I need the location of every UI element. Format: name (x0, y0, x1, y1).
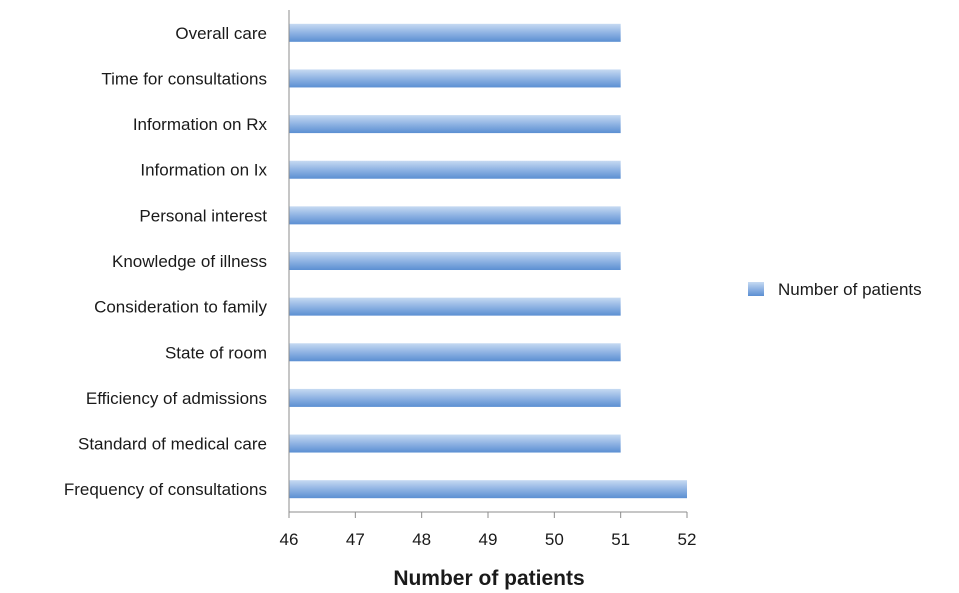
x-tick-label-3: 49 (479, 530, 498, 549)
category-label-9: Standard of medical care (78, 435, 267, 454)
bar-1 (289, 69, 621, 88)
category-label-0: Overall care (175, 24, 267, 43)
category-label-4: Personal interest (139, 206, 267, 225)
bars-group (289, 23, 687, 499)
bar-3 (289, 160, 621, 179)
x-tick-label-0: 46 (280, 530, 299, 549)
category-label-3: Information on Ix (140, 161, 267, 180)
category-label-5: Knowledge of illness (112, 252, 267, 271)
bar-7 (289, 343, 621, 362)
x-tick-label-5: 51 (611, 530, 630, 549)
legend: Number of patients (748, 280, 922, 299)
category-labels: Overall care Time for consultations Inform… (64, 24, 268, 499)
x-tick-label-6: 52 (678, 530, 697, 549)
category-label-10: Frequency of consultations (64, 480, 267, 499)
bar-2 (289, 115, 621, 134)
legend-swatch (748, 282, 764, 296)
bar-5 (289, 252, 621, 270)
category-label-8: Efficiency of admissions (86, 389, 267, 408)
bar-4 (289, 206, 621, 225)
category-label-1: Time for consultations (101, 69, 267, 88)
x-axis-ticks: 46 47 48 49 50 51 52 (280, 512, 697, 549)
x-tick-label-2: 48 (412, 530, 431, 549)
category-label-2: Information on Rx (133, 115, 268, 134)
x-axis-title: Number of patients (393, 567, 584, 590)
bar-0 (289, 23, 621, 42)
category-label-7: State of room (165, 343, 267, 362)
x-tick-label-1: 47 (346, 530, 365, 549)
bar-9 (289, 434, 621, 453)
legend-label: Number of patients (778, 280, 922, 299)
bar-10 (289, 480, 687, 499)
x-tick-label-4: 50 (545, 530, 564, 549)
bar-8 (289, 388, 621, 407)
bar-6 (289, 297, 621, 316)
category-label-6: Consideration to family (94, 298, 267, 317)
